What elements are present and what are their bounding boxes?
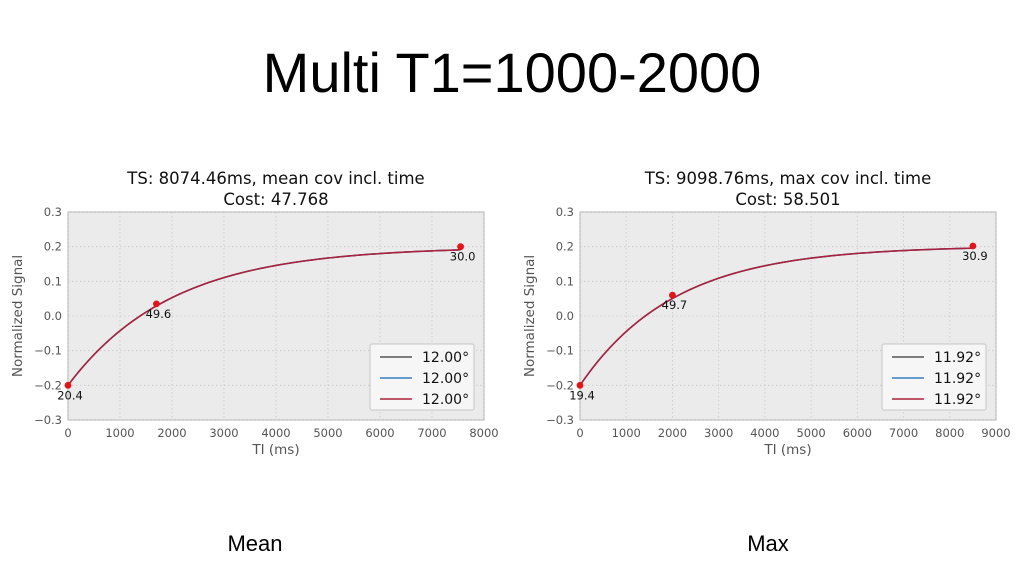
x-tick-label: 9000: [981, 426, 1010, 440]
mean-caption: Mean: [227, 531, 283, 556]
data-point: [457, 243, 464, 251]
chart-subtitle: Cost: 47.768: [223, 190, 328, 209]
y-tick-label: −0.3: [546, 413, 574, 427]
legend-box: [369, 343, 475, 411]
series-line-3: [579, 247, 973, 386]
y-tick-label: −0.1: [34, 344, 62, 358]
x-tick-label: 0: [576, 426, 583, 440]
y-tick-label: 0.2: [44, 240, 62, 254]
x-tick-label: 7000: [417, 426, 446, 440]
chart-title: TS: 9098.76ms, max cov incl. time: [644, 169, 932, 188]
x-tick-label: 5000: [796, 426, 825, 440]
y-tick-label: −0.2: [546, 378, 574, 392]
legend-box: [881, 343, 987, 411]
mean-chart: TS: 8074.46ms, mean cov incl. time Cost: …: [10, 169, 499, 458]
x-tick-label: 1000: [105, 426, 134, 440]
x-tick-label: 1000: [612, 426, 641, 440]
legend-entry: 12.00°: [422, 371, 469, 387]
x-tick-label: 7000: [889, 426, 918, 440]
x-tick-label: 3000: [704, 426, 733, 440]
series-line-3: [67, 249, 461, 386]
legend-entry: 12.00°: [422, 350, 469, 366]
x-tick-label: 4000: [750, 426, 779, 440]
data-point: [969, 242, 977, 250]
max-caption: Max: [747, 531, 789, 556]
y-tick-label: 0.3: [44, 205, 62, 219]
data-point: [153, 300, 160, 308]
x-tick-label: 4000: [261, 426, 290, 440]
y-axis-label: Normalized Signal: [522, 255, 538, 377]
legend-entry: 12.00°: [422, 392, 469, 408]
data-point-label: 20.4: [57, 388, 83, 402]
max-chart: TS: 9098.76ms, max cov incl. time Cost: 5…: [522, 169, 1011, 458]
legend-entry: 11.92°: [934, 350, 981, 366]
data-point: [669, 291, 676, 299]
x-axis-label: TI (ms): [251, 442, 299, 458]
data-point: [64, 381, 72, 389]
y-tick-label: 0.1: [556, 274, 574, 288]
data-point-label: 49.6: [146, 307, 172, 321]
x-tick-label: 8000: [469, 426, 498, 440]
legend-entry: 11.92°: [934, 371, 981, 387]
y-tick-label: 0.2: [556, 240, 574, 254]
y-tick-label: −0.1: [546, 344, 574, 358]
x-tick-label: 6000: [365, 426, 394, 440]
x-tick-label: 2000: [658, 426, 687, 440]
y-tick-label: 0.3: [556, 205, 574, 219]
x-tick-label: 6000: [843, 426, 872, 440]
data-point-label: 30.0: [450, 250, 476, 264]
y-tick-label: 0.0: [44, 309, 62, 323]
slide-title: Multi T1=1000-2000: [262, 41, 762, 104]
data-point-label: 49.7: [662, 298, 688, 312]
chart-subtitle: Cost: 58.501: [735, 190, 840, 209]
x-tick-label: 8000: [935, 426, 964, 440]
y-tick-label: −0.3: [34, 413, 62, 427]
x-axis-label: TI (ms): [763, 442, 811, 458]
y-tick-label: 0.0: [556, 309, 574, 323]
data-point-label: 19.4: [569, 388, 595, 402]
x-tick-label: 2000: [157, 426, 186, 440]
x-tick-label: 0: [64, 426, 71, 440]
data-point: [576, 381, 584, 389]
y-tick-label: −0.2: [34, 378, 62, 392]
chart-title: TS: 8074.46ms, mean cov incl. time: [126, 169, 424, 188]
x-tick-label: 3000: [209, 426, 238, 440]
data-point-label: 30.9: [962, 249, 988, 263]
x-tick-label: 5000: [313, 426, 342, 440]
legend-entry: 11.92°: [934, 392, 981, 408]
y-tick-label: 0.1: [44, 274, 62, 288]
y-axis-label: Normalized Signal: [10, 255, 26, 377]
